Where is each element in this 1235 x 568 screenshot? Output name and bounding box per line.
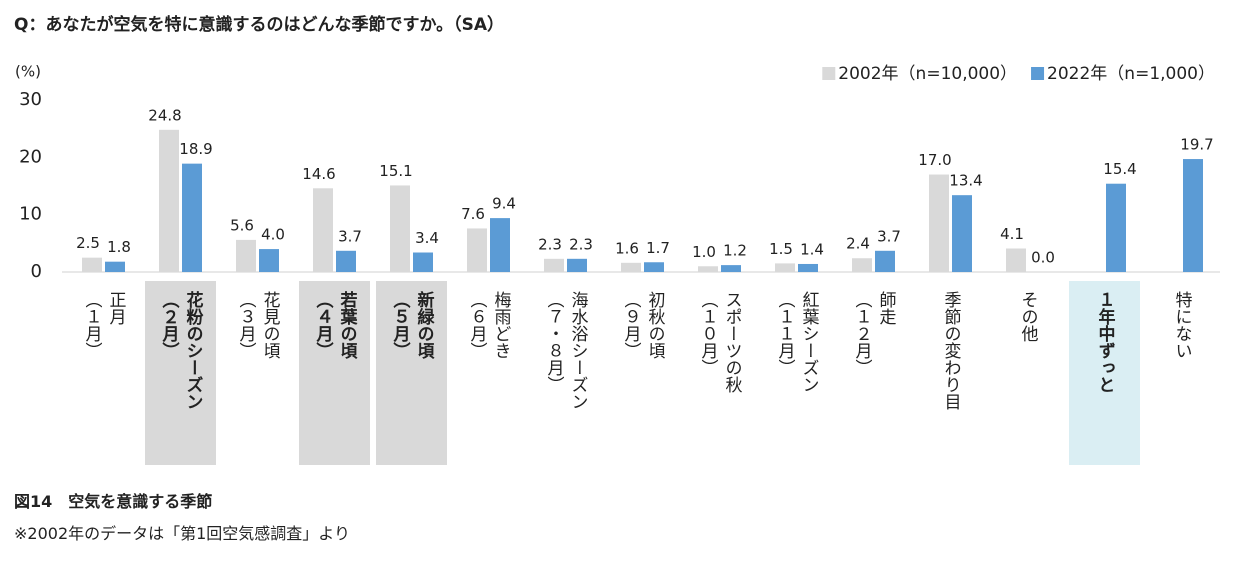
data-label: 4.1: [1000, 225, 1024, 243]
bar: [182, 163, 202, 272]
bar: [775, 263, 795, 272]
data-label: 1.6: [615, 239, 639, 257]
x-tick-label: １年中ずっと: [1069, 281, 1140, 465]
legend-swatch: [822, 67, 836, 80]
data-label: 15.4: [1103, 160, 1136, 178]
x-tick-label: 初秋の頃 （９月）: [620, 291, 665, 359]
x-tick-label: 正月 （１月）: [81, 291, 126, 359]
data-label: 4.0: [261, 226, 285, 244]
x-tick-label: 特にない: [1171, 291, 1192, 359]
data-label: 1.2: [723, 242, 747, 260]
data-label: 5.6: [230, 216, 254, 234]
bar: [567, 258, 587, 272]
bar: [798, 263, 818, 272]
bar: [698, 266, 718, 272]
bar: [159, 129, 179, 272]
legend-swatch: [1031, 67, 1045, 80]
chart-title: Q：あなたが空気を特に意識するのはどんな季節ですか。（SA）: [14, 15, 505, 35]
bar: [259, 249, 279, 272]
x-tick-label: 紅葉シーズン （１１月）: [774, 291, 819, 393]
bar: [236, 239, 256, 272]
y-axis-label: (%): [15, 63, 41, 81]
data-label: 2.3: [569, 235, 593, 253]
y-tick-label: 20: [19, 146, 42, 167]
legend-label: 2002年（n=10,000）: [838, 64, 1017, 84]
y-tick-label: 30: [19, 89, 42, 110]
x-tick-label: スポーツの秋 （１０月）: [697, 291, 742, 393]
bar: [467, 228, 487, 272]
x-tick-label: 季節の変わり目: [940, 291, 961, 410]
data-label: 1.7: [646, 239, 670, 257]
bar: [336, 250, 356, 272]
data-label: 7.6: [461, 205, 485, 223]
data-label: 3.7: [877, 227, 901, 245]
x-tick-label: 師走 （１２月）: [851, 291, 896, 376]
data-label: 17.0: [918, 151, 951, 169]
x-tick-label: 若葉の頃 （４月）: [299, 281, 370, 465]
bar: [413, 252, 433, 272]
data-label: 1.0: [692, 243, 716, 261]
bar: [852, 258, 872, 272]
bar: [875, 250, 895, 272]
x-tick-label: その他: [1017, 291, 1038, 342]
data-label: 19.7: [1180, 136, 1213, 154]
bar: [721, 265, 741, 272]
data-label: 2.5: [76, 234, 100, 252]
bar: [82, 257, 102, 272]
data-label: 1.5: [769, 240, 793, 258]
caption: 図14 空気を意識する季節: [14, 492, 213, 511]
data-label: 1.8: [107, 238, 131, 256]
bar: [1106, 183, 1126, 272]
bar: [644, 262, 664, 272]
bar: [621, 262, 641, 272]
data-label: 0.0: [1031, 249, 1055, 267]
data-label: 3.7: [338, 227, 362, 245]
data-label: 1.4: [800, 240, 824, 258]
bar: [1183, 159, 1203, 272]
legend-label: 2022年（n=1,000）: [1047, 64, 1215, 84]
bar: [313, 188, 333, 272]
data-label: 15.1: [379, 162, 412, 180]
x-tick-label: 新緑の頃 （５月）: [376, 281, 447, 465]
data-label: 14.6: [302, 165, 335, 183]
bar: [544, 258, 564, 272]
note: ※2002年のデータは「第1回空気感調査」より: [14, 524, 350, 543]
data-label: 13.4: [949, 172, 982, 190]
bar: [490, 218, 510, 272]
bar: [929, 174, 949, 272]
bar: [105, 261, 125, 272]
x-tick-label: 花見の頃 （３月）: [235, 291, 280, 359]
data-label: 9.4: [492, 195, 516, 213]
bar: [952, 195, 972, 272]
bar: [390, 185, 410, 272]
data-label: 2.3: [538, 235, 562, 253]
y-tick-label: 0: [31, 261, 42, 282]
x-tick-label: 梅雨どき （６月）: [466, 291, 511, 359]
bar: [1006, 248, 1026, 272]
x-tick-label: 花粉のシーズン （２月）: [145, 281, 216, 465]
data-label: 2.4: [846, 235, 870, 253]
y-tick-label: 10: [19, 204, 42, 225]
data-label: 3.4: [415, 229, 439, 247]
data-label: 24.8: [148, 106, 181, 124]
x-tick-label: 海水浴シーズン （７・８月）: [543, 291, 588, 410]
data-label: 18.9: [179, 140, 212, 158]
